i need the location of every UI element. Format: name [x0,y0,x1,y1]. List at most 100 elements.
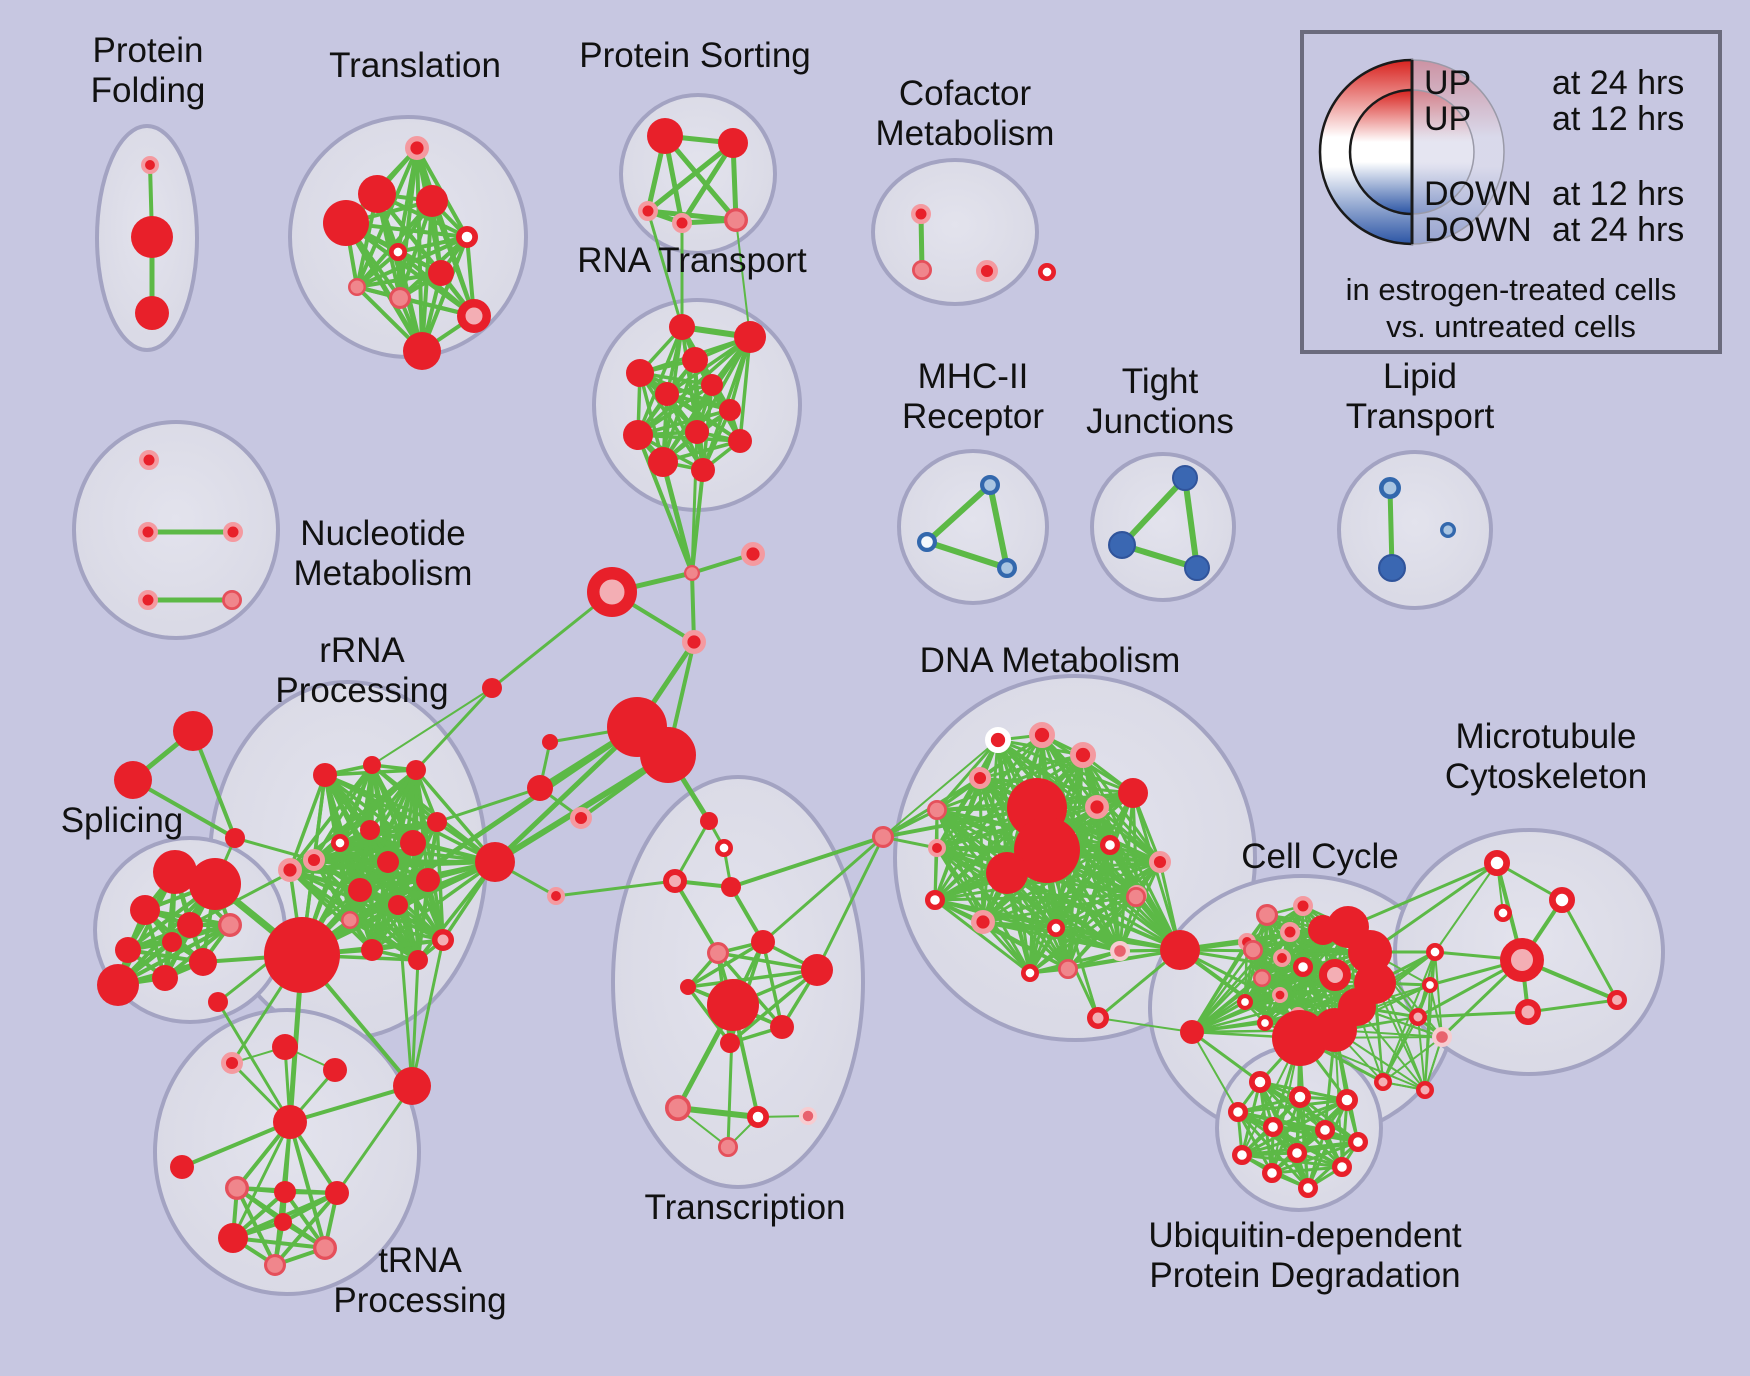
network-node-22[interactable] [1037,262,1056,281]
network-node-117[interactable] [746,1105,769,1128]
network-node-81[interactable] [377,851,399,873]
network-node-54[interactable] [139,450,159,470]
network-node-120[interactable] [871,825,894,848]
network-node-101[interactable] [218,1223,248,1253]
network-node-5[interactable] [323,200,369,246]
network-node-38[interactable] [682,630,707,655]
network-node-83[interactable] [348,878,372,902]
network-node-55[interactable] [138,522,158,542]
network-node-27[interactable] [655,382,679,406]
network-node-44[interactable] [547,887,566,906]
network-node-138[interactable] [1021,964,1040,983]
network-node-124[interactable] [1118,778,1148,808]
network-node-137[interactable] [1046,919,1065,938]
network-node-108[interactable] [721,877,741,897]
network-node-16[interactable] [638,201,658,221]
network-node-6[interactable] [416,185,448,217]
network-node-9[interactable] [428,260,454,286]
network-node-131[interactable] [1099,834,1120,855]
network-node-126[interactable] [927,800,948,821]
network-node-184[interactable] [1347,1131,1368,1152]
network-node-3[interactable] [405,135,430,160]
network-node-48[interactable] [1171,465,1198,492]
network-node-174[interactable] [1493,904,1512,923]
network-node-26[interactable] [626,359,654,387]
network-node-122[interactable] [1029,721,1056,748]
network-node-156[interactable] [1292,956,1313,977]
network-node-151[interactable] [1319,959,1351,991]
network-node-160[interactable] [1256,1015,1273,1032]
network-node-53[interactable] [1440,521,1457,538]
network-node-71[interactable] [162,932,182,952]
network-node-183[interactable] [1286,1142,1307,1163]
network-node-157[interactable] [1253,969,1272,988]
network-node-116[interactable] [665,1094,692,1121]
network-node-164[interactable] [1180,1020,1204,1044]
network-node-35[interactable] [683,564,700,581]
network-node-76[interactable] [303,848,326,871]
network-node-90[interactable] [278,858,303,883]
network-node-100[interactable] [325,1181,349,1205]
network-node-186[interactable] [1261,1162,1282,1183]
network-node-36[interactable] [741,542,766,567]
network-node-2[interactable] [135,296,169,330]
network-node-14[interactable] [647,118,683,154]
network-node-68[interactable] [97,964,139,1006]
network-node-170[interactable] [1416,1081,1434,1099]
network-node-82[interactable] [416,868,440,892]
network-node-135[interactable] [924,889,945,910]
network-node-24[interactable] [734,321,766,353]
network-node-176[interactable] [1515,999,1541,1025]
network-node-147[interactable] [1280,922,1300,942]
network-node-123[interactable] [1070,741,1097,768]
network-node-173[interactable] [1549,887,1576,914]
network-node-62[interactable] [153,850,197,894]
network-node-40[interactable] [640,727,696,783]
network-node-97[interactable] [393,1067,431,1105]
network-node-154[interactable] [1243,940,1264,961]
network-node-34[interactable] [719,399,741,421]
network-node-20[interactable] [912,259,933,280]
network-node-51[interactable] [1379,476,1402,499]
network-node-21[interactable] [975,260,998,283]
network-node-11[interactable] [389,287,412,310]
network-node-118[interactable] [799,1107,818,1126]
network-node-46[interactable] [916,531,937,552]
network-node-64[interactable] [130,895,160,925]
network-node-143[interactable] [1126,887,1147,908]
network-node-134[interactable] [928,839,947,858]
network-node-10[interactable] [348,278,367,297]
network-node-1[interactable] [131,216,173,258]
network-node-87[interactable] [408,950,428,970]
network-node-78[interactable] [360,820,380,840]
network-node-104[interactable] [274,1213,292,1231]
network-node-177[interactable] [1248,1070,1271,1093]
network-node-12[interactable] [457,299,491,333]
network-node-121[interactable] [984,726,1011,753]
network-node-169[interactable] [1374,1073,1392,1091]
network-node-175[interactable] [1607,990,1627,1010]
network-node-58[interactable] [221,590,242,611]
network-node-172[interactable] [1484,850,1511,877]
network-node-63[interactable] [189,858,241,910]
network-node-110[interactable] [751,930,775,954]
network-node-77[interactable] [330,834,349,853]
network-node-50[interactable] [1183,554,1210,581]
network-node-56[interactable] [223,522,243,542]
network-node-41[interactable] [542,734,558,750]
network-node-91[interactable] [208,992,228,1012]
network-node-187[interactable] [1297,1177,1318,1198]
network-node-75[interactable] [406,760,426,780]
network-node-171[interactable] [1500,938,1544,982]
network-node-72[interactable] [264,917,340,993]
network-node-132[interactable] [1148,850,1171,873]
network-node-84[interactable] [388,895,408,915]
network-node-111[interactable] [801,954,833,986]
network-node-31[interactable] [728,429,752,453]
network-node-43[interactable] [569,806,592,829]
network-node-4[interactable] [358,175,396,213]
network-node-167[interactable] [1409,1008,1427,1026]
network-node-181[interactable] [1262,1116,1283,1137]
network-node-60[interactable] [114,761,152,799]
network-node-23[interactable] [669,314,695,340]
